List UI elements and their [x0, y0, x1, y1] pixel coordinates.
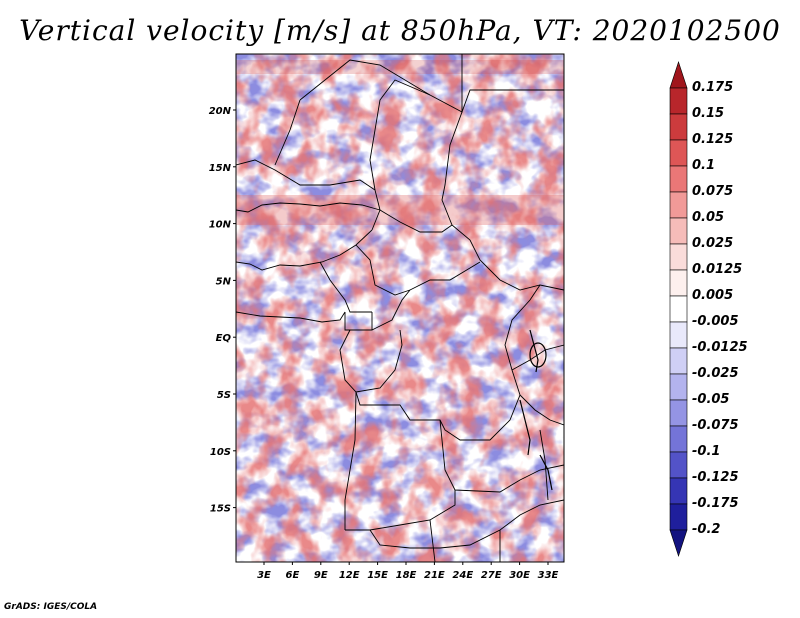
lat-tick-label: 10N [209, 220, 232, 231]
colorbar-label: -0.2 [692, 522, 721, 537]
colorbar-segment [669, 243, 688, 271]
colorbar-label: -0.025 [692, 366, 739, 381]
colorbar-label: -0.0125 [692, 340, 748, 355]
colorbar-label: 0.075 [692, 184, 734, 199]
colorbar-label: 0.15 [692, 106, 725, 121]
colorbar-segment [669, 295, 688, 323]
map-frame [235, 53, 565, 563]
lat-tick-label: 20N [209, 106, 232, 117]
colorbar-label: 0.1 [692, 158, 716, 173]
lon-tick-label: 27E [481, 570, 502, 581]
lat-tick-label: 10S [210, 447, 231, 458]
colorbar-label: -0.075 [692, 418, 739, 433]
colorbar-segment [669, 139, 688, 167]
colorbar-label: -0.1 [692, 444, 721, 459]
lat-tick-label: EQ [216, 333, 232, 344]
lon-tick-label: 12E [339, 570, 360, 581]
lon-tick-label: 24E [452, 570, 473, 581]
colorbar-segment [669, 451, 688, 479]
longitude-axis: 3E 6E 9E 12E 15E 18E 21E 24E 27E 30E 33E [257, 562, 559, 581]
colorbar-label: 0.125 [692, 132, 734, 147]
velocity-field [236, 54, 564, 562]
colorbar-label: 0.005 [692, 288, 734, 303]
colorbar-segment [669, 217, 688, 245]
colorbar-label: 0.175 [692, 80, 734, 95]
colorbar-segment [669, 87, 688, 115]
colorbar-segment [669, 191, 688, 219]
lat-tick-label: 5N [216, 276, 232, 287]
colorbar-segment [669, 61, 688, 89]
latitude-axis: 20N 15N 10N 5N EQ 5S 10S 15S [209, 106, 236, 515]
colorbar-segment [669, 425, 688, 453]
colorbar-segment [669, 269, 688, 297]
colorbar-label: 0.05 [692, 210, 725, 225]
colorbar-label: -0.175 [692, 496, 739, 511]
lakes [519, 329, 553, 491]
map-title: Vertical velocity [m/s] at 850hPa, VT: 2… [19, 14, 781, 47]
colorbar-segment [669, 503, 688, 531]
colorbar-segment [669, 373, 688, 401]
colorbar-segment [669, 347, 688, 375]
colorbar-segment [669, 165, 688, 193]
colorbar-segment [669, 399, 688, 427]
colorbar-label: -0.05 [692, 392, 730, 407]
colorbar-segment [669, 477, 688, 505]
colorbar [669, 61, 688, 557]
lat-tick-label: 15S [210, 504, 231, 515]
lon-tick-label: 30E [509, 570, 530, 581]
lon-tick-label: 21E [424, 570, 445, 581]
lat-tick-label: 15N [209, 163, 232, 174]
colorbar-segment [669, 529, 688, 557]
lat-tick-label: 5S [217, 390, 231, 401]
lon-tick-label: 9E [314, 570, 328, 581]
colorbar-label: 0.025 [692, 236, 734, 251]
colorbar-label: -0.005 [692, 314, 739, 329]
lon-tick-label: 3E [257, 570, 271, 581]
colorbar-segment [669, 321, 688, 349]
lon-tick-label: 6E [286, 570, 300, 581]
country-borders [236, 54, 564, 562]
grads-credit: GrADS: IGES/COLA [4, 602, 98, 612]
lon-tick-label: 15E [367, 570, 388, 581]
lon-tick-label: 33E [538, 570, 559, 581]
lon-tick-label: 18E [396, 570, 417, 581]
colorbar-label: -0.125 [692, 470, 739, 485]
colorbar-segment [669, 113, 688, 141]
colorbar-label: 0.0125 [692, 262, 743, 277]
